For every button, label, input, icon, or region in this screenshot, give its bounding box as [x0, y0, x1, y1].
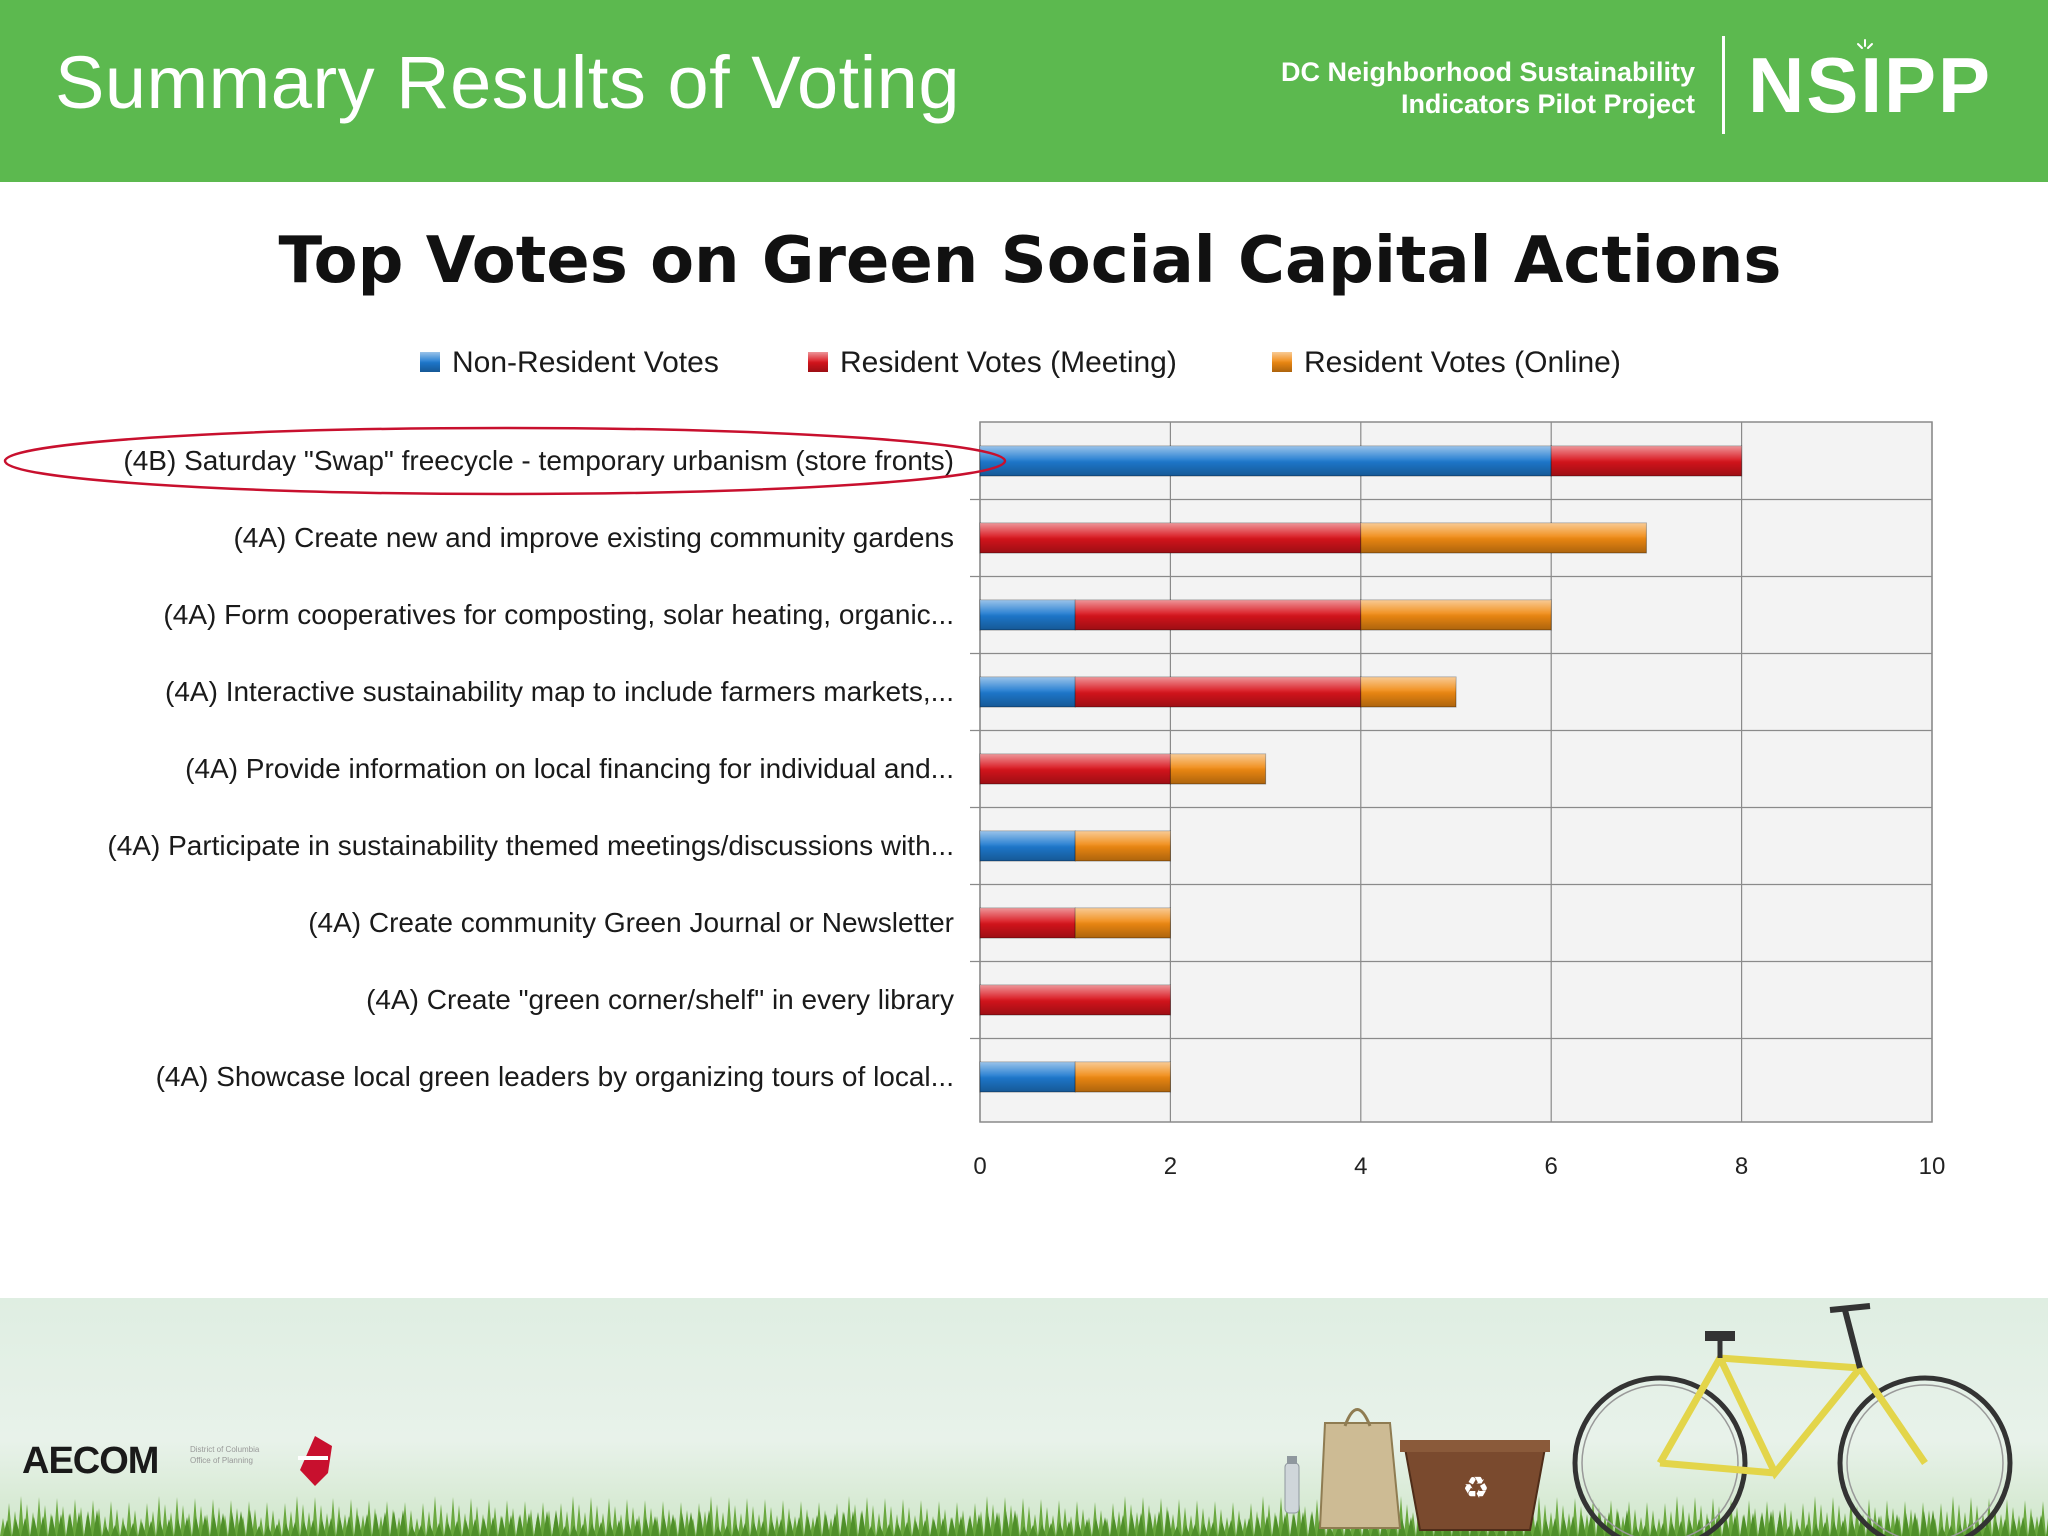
chart-title: Top Votes on Green Social Capital Action… [278, 224, 1781, 298]
bicycle-icon [1572, 1303, 2013, 1536]
x-tick-label: 2 [1164, 1153, 1177, 1180]
slide-header: Summary Results of Voting DC Neighborhoo… [0, 0, 2048, 182]
bar-segment [1360, 676, 1457, 708]
bar-segment [1360, 522, 1647, 554]
category-label: (4A) Participate in sustainability theme… [107, 830, 954, 861]
grass-strip [0, 1496, 2048, 1536]
x-tick-label: 6 [1545, 1153, 1558, 1180]
project-name: DC Neighborhood Sustainability Indicator… [1281, 56, 1695, 120]
bar-segment [979, 907, 1076, 939]
bar-segment [979, 445, 1552, 477]
legend-label: Resident Votes (Online) [1304, 346, 1621, 379]
category-label: (4A) Form cooperatives for composting, s… [163, 599, 954, 630]
chart: Top Votes on Green Social Capital Action… [3, 224, 1945, 1180]
bar-segment [1074, 676, 1362, 708]
bar-segment [1550, 445, 1743, 477]
legend-label: Resident Votes (Meeting) [840, 346, 1177, 379]
bar-segment [1074, 830, 1171, 862]
bar-segment [979, 830, 1076, 862]
nsipp-logo: NSIPP [1748, 41, 1993, 129]
dc-office-line1: District of Columbia [190, 1445, 260, 1454]
project-name-line1: DC Neighborhood Sustainability [1280, 57, 1695, 87]
slide-title: Summary Results of Voting [55, 41, 960, 124]
category-label: (4A) Create new and improve existing com… [233, 522, 954, 553]
legend-item: Resident Votes (Meeting) [808, 346, 1177, 379]
legend-item: Resident Votes (Online) [1272, 346, 1621, 379]
shopping-bag-icon [1318, 1408, 1402, 1529]
dc-office-line2: Office of Planning [190, 1456, 254, 1465]
dc-flag-icon [298, 1436, 332, 1486]
project-name-line2: Indicators Pilot Project [1400, 89, 1695, 119]
x-axis-ticks: 0 2 4 6 8 10 [973, 1153, 1945, 1180]
category-label: (4A) Create community Green Journal or N… [308, 907, 954, 938]
bar-segment [1169, 753, 1267, 785]
bar-segment [1360, 599, 1552, 631]
spark-icon [1857, 39, 1873, 49]
bar-segment [979, 984, 1171, 1016]
category-label: (4A) Interactive sustainability map to i… [165, 676, 954, 707]
bar-segment [1074, 907, 1171, 939]
legend-item: Non-Resident Votes [420, 346, 719, 379]
bar-segment [979, 522, 1362, 554]
bars [979, 445, 1743, 1093]
bar-segment [979, 676, 1076, 708]
header-divider [1722, 36, 1725, 134]
highlight-ellipse [3, 426, 1007, 496]
x-tick-label: 4 [1354, 1153, 1367, 1180]
chart-legend: Non-Resident Votes Resident Votes (Meetin… [420, 346, 1621, 379]
bar-segment [1074, 1061, 1171, 1093]
x-tick-label: 10 [1919, 1153, 1946, 1180]
water-bottle-icon [1284, 1456, 1300, 1514]
y-axis-labels: (4B) Saturday "Swap" freecycle - tempora… [107, 445, 954, 1092]
aecom-logo: AECOM [22, 1440, 159, 1482]
x-tick-label: 0 [973, 1153, 986, 1180]
slide-footer: ♻ AECOM District of Columbia Office of P… [0, 1298, 2048, 1536]
category-label: (4A) Provide information on local financ… [185, 753, 954, 784]
svg-text:♻: ♻ [1463, 1472, 1490, 1505]
legend-label: Non-Resident Votes [452, 346, 719, 379]
dc-office-logo-text: District of Columbia Office of Planning [190, 1444, 295, 1466]
bar-segment [1074, 599, 1362, 631]
category-label: (4A) Showcase local green leaders by org… [156, 1061, 954, 1092]
bar-segment [979, 1061, 1076, 1093]
bar-segment [979, 599, 1076, 631]
category-label: (4A) Create "green corner/shelf" in ever… [366, 984, 954, 1015]
category-label: (4B) Saturday "Swap" freecycle - tempora… [123, 445, 954, 476]
x-tick-label: 8 [1735, 1153, 1748, 1180]
recycling-bin-icon: ♻ [1400, 1440, 1550, 1531]
bar-segment [979, 753, 1171, 785]
